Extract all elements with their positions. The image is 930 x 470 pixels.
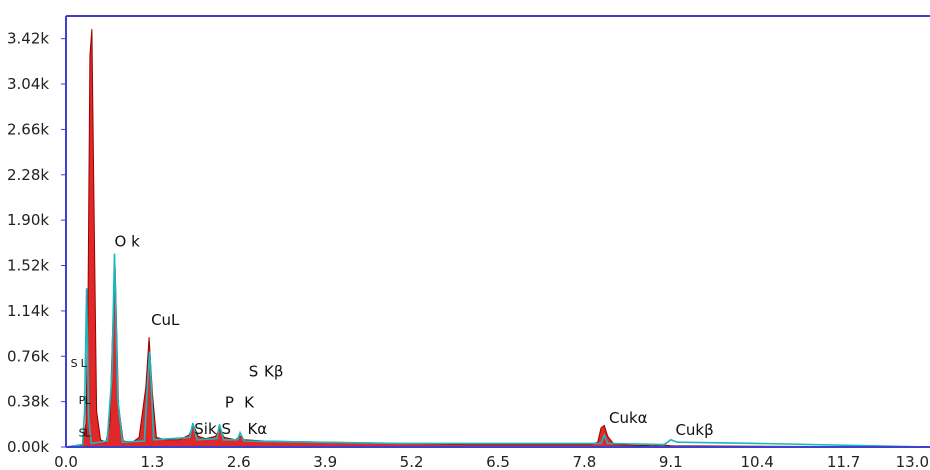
y-tick-label: 1.90k xyxy=(7,211,49,229)
peak-label: S xyxy=(71,357,78,370)
spectrum-series-0 xyxy=(65,29,930,448)
x-tick-label: 2.6 xyxy=(227,453,251,470)
x-tick-label: 11.7 xyxy=(827,453,860,470)
peak-label: Sik xyxy=(194,420,217,438)
y-tick-label: 2.66k xyxy=(7,120,49,138)
y-tick-label: 3.04k xyxy=(7,75,49,93)
y-axis-ticks: 3.42k 3.04k 2.66k 2.28k 1.90k 1.52k 1.14k 0.76k… xyxy=(7,30,66,456)
y-tick-label: 0.38k xyxy=(7,393,49,411)
peak-label: L xyxy=(85,426,92,439)
x-tick-label: 5.2 xyxy=(400,453,424,470)
x-tick-label: 10.4 xyxy=(740,453,773,470)
peak-label: Kα xyxy=(247,420,267,438)
x-tick-label: 7.8 xyxy=(572,453,596,470)
spectrum-series xyxy=(65,29,930,448)
spectrum-series-1 xyxy=(65,253,930,448)
y-tick-label: 0.00k xyxy=(7,438,49,456)
peak-label: CuL xyxy=(151,311,180,329)
peak-label: L xyxy=(81,357,88,370)
x-tick-label: 6.5 xyxy=(486,453,510,470)
peak-label: S xyxy=(222,420,232,438)
x-tick-label: 3.9 xyxy=(313,453,337,470)
y-tick-label: 1.14k xyxy=(7,302,49,320)
peak-label: K xyxy=(244,394,255,412)
peak-label: S xyxy=(249,363,259,381)
x-tick-label: 1.3 xyxy=(140,453,164,470)
y-tick-label: 1.52k xyxy=(7,257,49,275)
x-tick-label: 9.1 xyxy=(659,453,683,470)
y-tick-label: 2.28k xyxy=(7,166,49,184)
y-tick-label: 3.42k xyxy=(7,30,49,48)
peak-label: Cukβ xyxy=(675,421,713,439)
peak-label: P xyxy=(225,394,234,412)
peak-label: Kβ xyxy=(264,363,283,381)
y-tick-label: 0.76k xyxy=(7,347,49,365)
peak-label: S xyxy=(79,426,86,439)
x-tick-label: 0.0 xyxy=(54,453,78,470)
peak-label: Cukα xyxy=(609,409,648,427)
peak-label: O k xyxy=(115,232,141,250)
peak-label: L xyxy=(85,394,92,407)
peak-label: P xyxy=(79,394,86,407)
x-axis-ticks: 0.0 1.3 2.6 3.9 5.2 6.5 7.8 9.1 10.4 11.7 13.0 xyxy=(54,453,929,470)
x-tick-label: 13.0 xyxy=(896,453,929,470)
